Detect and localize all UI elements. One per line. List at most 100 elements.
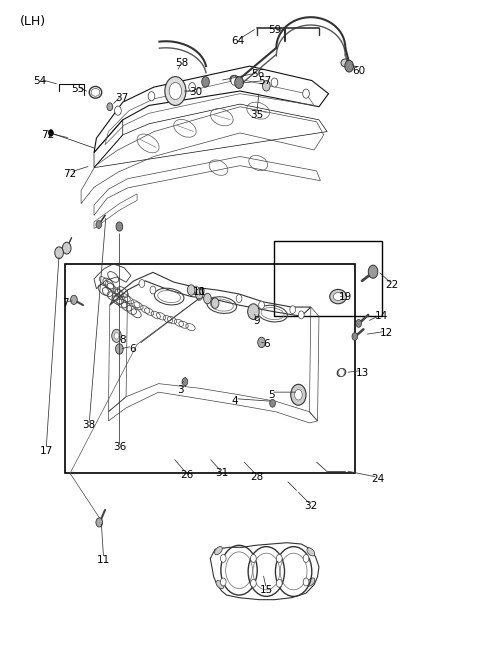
Circle shape [62,242,71,254]
Text: 4: 4 [232,396,239,406]
Text: 37: 37 [115,92,128,102]
Circle shape [204,293,211,304]
Ellipse shape [330,289,347,304]
Text: 58: 58 [175,58,188,68]
Ellipse shape [333,293,343,300]
Circle shape [189,83,195,92]
Circle shape [96,220,102,228]
Text: (LH): (LH) [20,15,46,28]
Text: 17: 17 [39,446,53,456]
Text: 19: 19 [339,291,352,302]
Text: 56: 56 [252,69,265,79]
Text: 59: 59 [268,25,281,35]
Circle shape [55,247,63,258]
Circle shape [235,77,243,89]
Circle shape [345,60,353,72]
Text: 13: 13 [355,367,369,377]
Circle shape [248,304,259,319]
Circle shape [182,378,188,386]
Circle shape [303,554,309,562]
Circle shape [263,81,270,91]
Text: 55: 55 [72,84,85,94]
Circle shape [271,78,278,87]
Circle shape [291,384,306,405]
Text: 5: 5 [268,390,275,400]
Text: 57: 57 [258,75,272,85]
Circle shape [276,579,282,587]
Circle shape [48,130,53,136]
Text: 64: 64 [231,36,244,47]
Circle shape [114,333,119,339]
Circle shape [148,92,155,101]
Circle shape [259,301,264,309]
Text: 28: 28 [250,472,264,482]
Ellipse shape [216,581,224,588]
Circle shape [220,578,226,586]
Ellipse shape [341,59,349,67]
Text: 24: 24 [371,474,384,483]
Circle shape [276,554,282,562]
Circle shape [303,578,309,586]
Ellipse shape [307,548,315,556]
Circle shape [251,554,256,562]
Circle shape [169,83,181,100]
Text: 32: 32 [304,501,317,511]
Circle shape [150,286,156,294]
Text: 38: 38 [83,420,96,430]
Circle shape [116,344,123,354]
Circle shape [251,579,256,587]
Circle shape [139,279,145,287]
Text: 8: 8 [120,335,126,345]
Text: 72: 72 [63,169,77,179]
Text: 35: 35 [250,110,264,120]
Circle shape [193,286,199,294]
Text: 30: 30 [190,87,203,97]
Circle shape [202,77,209,87]
Circle shape [338,369,344,377]
Circle shape [165,77,186,106]
Bar [65,264,355,474]
Text: 11: 11 [97,556,110,565]
Text: 6: 6 [129,344,136,354]
Circle shape [187,285,195,295]
Circle shape [299,311,304,319]
Circle shape [211,298,219,308]
Circle shape [115,106,121,115]
Circle shape [71,295,77,304]
Text: 3: 3 [177,385,183,395]
Circle shape [270,400,276,407]
Text: 1: 1 [198,287,205,297]
Ellipse shape [215,546,222,555]
Text: 15: 15 [260,585,273,595]
Text: 31: 31 [215,468,228,478]
Circle shape [195,289,203,299]
Circle shape [112,329,121,342]
Text: 54: 54 [33,75,47,85]
Circle shape [303,89,310,98]
Ellipse shape [307,578,315,586]
Circle shape [231,76,238,85]
Text: 10: 10 [193,287,206,297]
Circle shape [356,319,361,327]
Text: 72: 72 [41,130,54,140]
Text: 36: 36 [113,442,126,452]
Text: 22: 22 [385,281,399,291]
Circle shape [295,390,302,400]
Text: 7: 7 [62,298,69,308]
Circle shape [352,333,358,340]
Circle shape [107,103,113,111]
Circle shape [236,295,242,302]
Ellipse shape [337,369,346,377]
Text: 60: 60 [352,66,365,76]
Ellipse shape [230,75,239,83]
Circle shape [96,518,103,527]
Circle shape [116,222,123,231]
Text: 14: 14 [374,311,388,321]
Circle shape [220,554,226,562]
Circle shape [290,306,296,314]
Bar [275,241,382,316]
Text: 12: 12 [379,327,393,338]
Circle shape [196,293,202,300]
Text: 26: 26 [180,470,193,480]
Text: 6: 6 [263,339,270,350]
